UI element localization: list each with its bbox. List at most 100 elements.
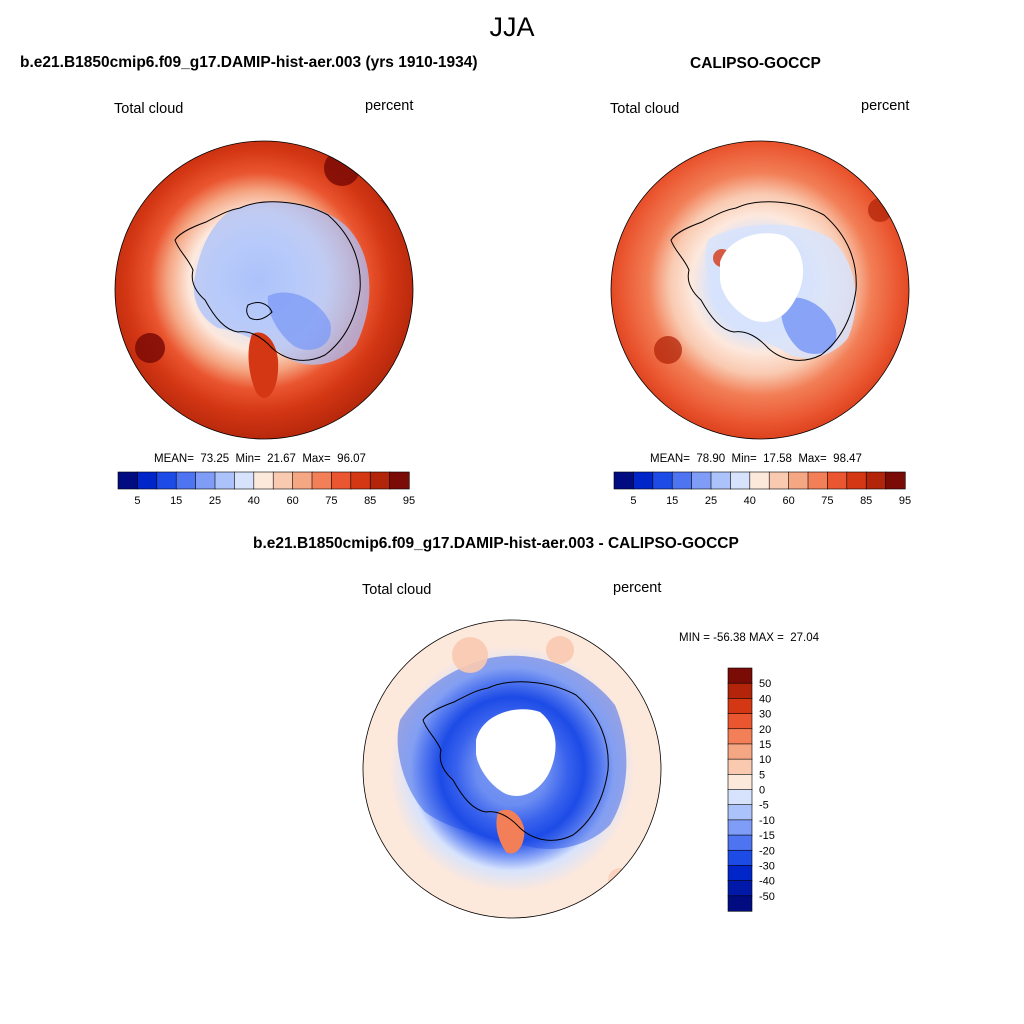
model-stats: MEAN= 73.25 Min= 21.67 Max= 96.07	[154, 453, 366, 465]
diff-colorbar-tick-label: 50	[759, 678, 771, 690]
colorbar-0-swatch	[117, 471, 139, 490]
colorbar-1-tick-label: 5	[630, 495, 636, 507]
colorbar-0-swatch	[311, 471, 333, 490]
colorbar-1-swatch	[768, 471, 790, 490]
diff-colorbar-swatch	[727, 774, 753, 791]
colorbar-1-swatch	[710, 471, 732, 490]
diff-colorbar-tick-label: -5	[759, 800, 769, 812]
diff-colorbar-tick-label: -50	[759, 891, 775, 903]
diff-colorbar-swatch	[727, 713, 753, 730]
colorbar-0-tick-label: 60	[286, 495, 298, 507]
obs-units-label: percent	[861, 98, 910, 114]
colorbar-0-swatch	[234, 471, 255, 490]
colorbar-1-swatch	[788, 471, 809, 490]
diff-colorbar-swatch	[727, 728, 753, 745]
diff-colorbar-swatch	[727, 834, 753, 851]
diff-colorbar-swatch	[727, 667, 753, 684]
diff-colorbar-swatch	[727, 743, 753, 760]
obs-coastline	[670, 201, 857, 361]
model-map-border	[114, 140, 414, 440]
diff-colorbar-swatch	[727, 698, 753, 715]
obs-map-border	[610, 140, 910, 440]
colorbar-1-swatch	[846, 471, 867, 490]
colorbar-0-tick-label: 40	[248, 495, 260, 507]
diff-coastline	[422, 681, 609, 841]
colorbar-1-tick-label: 85	[860, 495, 872, 507]
diff-colorbar-tick-label: 5	[759, 769, 765, 781]
colorbar-1-swatch	[807, 471, 829, 490]
colorbar-0-swatch	[350, 471, 371, 490]
diff-colorbar-swatch	[727, 682, 753, 699]
obs-panel-title: CALIPSO-GOCCP	[690, 55, 821, 72]
diff-colorbar-tick-label: 15	[759, 739, 771, 751]
colorbar-1-swatch	[691, 471, 712, 490]
colorbar-0-swatch	[137, 471, 158, 490]
diff-colorbar-swatch	[727, 804, 753, 821]
colorbar-0-swatch	[175, 471, 197, 490]
colorbar-1-tick-label: 15	[666, 495, 678, 507]
model-units-label: percent	[365, 98, 414, 114]
diff-map-border	[362, 619, 662, 919]
colorbar-0-swatch	[369, 471, 391, 490]
diff-colorbar-swatch	[727, 849, 753, 867]
colorbar-1-swatch	[633, 471, 654, 490]
model-panel-title: b.e21.B1850cmip6.f09_g17.DAMIP-hist-aer.…	[20, 54, 478, 71]
diff-colorbar-tick-label: -30	[759, 860, 775, 872]
colorbar-0-swatch	[389, 471, 410, 490]
colorbar-1-swatch	[613, 471, 635, 490]
obs-stats: MEAN= 78.90 Min= 17.58 Max= 98.47	[650, 453, 862, 465]
model-variable-label: Total cloud	[114, 101, 184, 117]
diff-colorbar-tick-label: 30	[759, 709, 771, 721]
model-coastline	[174, 201, 361, 361]
diff-colorbar-swatch	[727, 819, 753, 836]
colorbar-0-swatch	[272, 471, 294, 490]
colorbar-1-swatch	[652, 471, 673, 490]
colorbar-0-tick-label: 5	[134, 495, 140, 507]
diff-colorbar-tick-label: -15	[759, 830, 775, 842]
obs-missing-data-hole	[720, 233, 804, 322]
diff-missing-data-hole	[476, 709, 556, 796]
colorbar-1-swatch	[749, 471, 770, 490]
colorbar-0-swatch	[253, 471, 274, 490]
diff-colorbar-tick-label: 0	[759, 785, 765, 797]
colorbar-1-swatch	[827, 471, 848, 490]
model-map	[115, 141, 413, 439]
colorbar-1-swatch	[671, 471, 693, 490]
diff-colorbar-swatch	[727, 880, 753, 897]
diff-colorbar-swatch	[727, 789, 753, 806]
diff-colorbar-swatch	[727, 895, 753, 912]
colorbar-1-tick-label: 95	[899, 495, 911, 507]
colorbar-0-tick-label: 25	[209, 495, 221, 507]
colorbar-0-tick-label: 75	[325, 495, 337, 507]
diff-variable-label: Total cloud	[362, 582, 432, 598]
diff-colorbar-swatch	[727, 865, 753, 882]
diff-colorbar-tick-label: 20	[759, 724, 771, 736]
colorbar-0-swatch	[195, 471, 216, 490]
diff-colorbar-tick-label: 40	[759, 693, 771, 705]
diff-colorbar-tick-label: -20	[759, 845, 775, 857]
colorbar-0-tick-label: 15	[170, 495, 182, 507]
diff-colorbar-swatch	[727, 758, 753, 775]
diff-min-max: MIN = -56.38 MAX = 27.04	[679, 632, 819, 644]
diff-colorbar-tick-label: 10	[759, 754, 771, 766]
colorbar-0-swatch	[331, 471, 352, 490]
colorbar-1-swatch	[730, 471, 751, 490]
diff-colorbar-tick-label: -10	[759, 815, 775, 827]
season-title: JJA	[489, 12, 535, 42]
diff-map	[363, 620, 661, 918]
colorbar-0-swatch	[214, 471, 236, 490]
colorbar-1-tick-label: 40	[744, 495, 756, 507]
colorbar-0-tick-label: 95	[403, 495, 415, 507]
colorbar-1-tick-label: 75	[821, 495, 833, 507]
colorbar-0-swatch	[156, 471, 177, 490]
diff-panel-title: b.e21.B1850cmip6.f09_g17.DAMIP-hist-aer.…	[253, 535, 739, 552]
colorbar-1-tick-label: 25	[705, 495, 717, 507]
diff-units-label: percent	[613, 580, 662, 596]
colorbar-1-swatch	[885, 471, 906, 490]
diff-colorbar-tick-label: -40	[759, 876, 775, 888]
colorbar-0-swatch	[292, 471, 313, 490]
colorbar-1-tick-label: 60	[782, 495, 794, 507]
colorbar-1-swatch	[865, 471, 887, 490]
colorbar-0-tick-label: 85	[364, 495, 376, 507]
